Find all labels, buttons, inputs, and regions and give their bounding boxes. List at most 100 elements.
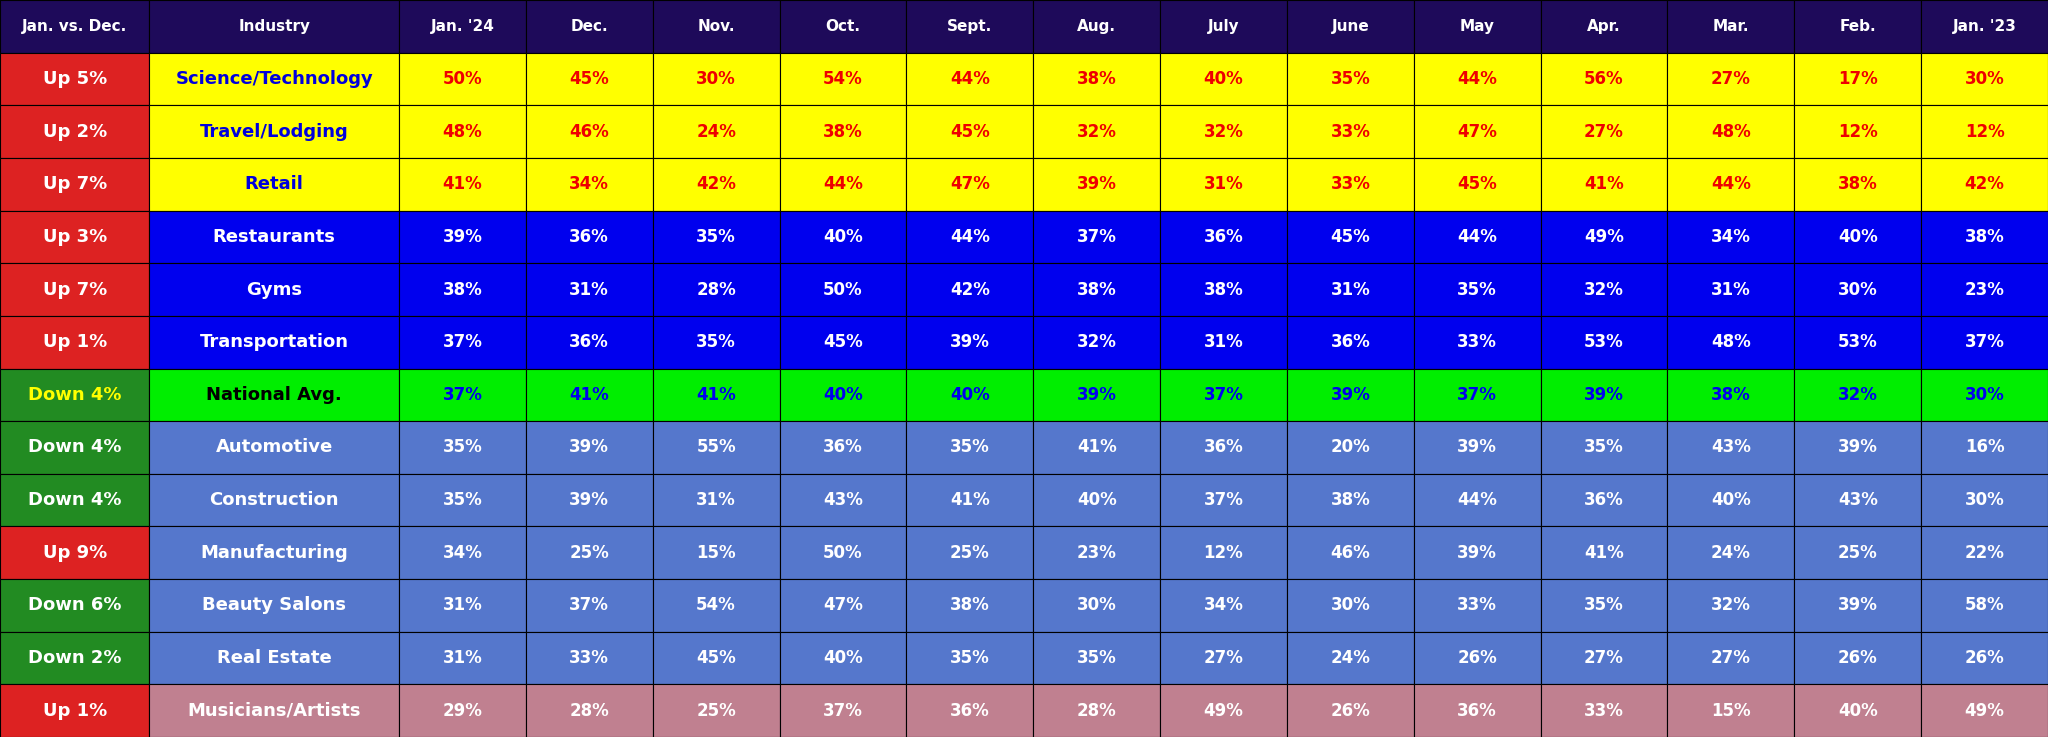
Text: Real Estate: Real Estate	[217, 649, 332, 667]
Text: 45%: 45%	[950, 122, 989, 141]
Bar	[1032, 52, 1159, 105]
Text: 40%: 40%	[1077, 491, 1116, 509]
Bar	[526, 368, 653, 421]
Text: 37%: 37%	[1964, 333, 2005, 351]
Text: 38%: 38%	[1964, 228, 2005, 246]
Text: 40%: 40%	[823, 228, 862, 246]
Text: 47%: 47%	[823, 596, 862, 615]
Text: 35%: 35%	[442, 439, 481, 456]
Bar	[1794, 211, 1921, 263]
Bar	[0, 368, 150, 421]
Text: Travel/Lodging: Travel/Lodging	[201, 122, 348, 141]
Bar	[150, 52, 399, 105]
Bar	[653, 579, 780, 632]
Text: Down 4%: Down 4%	[29, 386, 121, 404]
Text: 35%: 35%	[950, 649, 989, 667]
Bar	[1413, 368, 1540, 421]
Text: 36%: 36%	[1331, 333, 1370, 351]
Bar	[1159, 474, 1286, 526]
Text: 49%: 49%	[1583, 228, 1624, 246]
Bar	[907, 0, 1032, 52]
Text: 35%: 35%	[1585, 596, 1624, 615]
Text: Up 5%: Up 5%	[43, 70, 106, 88]
Bar	[1921, 158, 2048, 211]
Bar	[399, 579, 526, 632]
Bar	[399, 421, 526, 474]
Bar	[1286, 421, 1413, 474]
Text: 33%: 33%	[1331, 122, 1370, 141]
Text: 39%: 39%	[1458, 544, 1497, 562]
Text: 15%: 15%	[696, 544, 735, 562]
Text: 43%: 43%	[823, 491, 862, 509]
Bar	[1286, 105, 1413, 158]
Bar	[653, 368, 780, 421]
Bar	[907, 474, 1032, 526]
Bar	[1667, 632, 1794, 685]
Bar	[1286, 526, 1413, 579]
Bar	[0, 263, 150, 316]
Bar	[0, 526, 150, 579]
Text: 31%: 31%	[1204, 333, 1243, 351]
Text: 44%: 44%	[1458, 70, 1497, 88]
Text: 39%: 39%	[569, 491, 608, 509]
Bar	[1413, 421, 1540, 474]
Text: 34%: 34%	[442, 544, 483, 562]
Bar	[1413, 316, 1540, 368]
Bar	[780, 474, 907, 526]
Bar	[1921, 474, 2048, 526]
Bar	[653, 421, 780, 474]
Text: Up 7%: Up 7%	[43, 281, 106, 298]
Text: 26%: 26%	[1458, 649, 1497, 667]
Text: 32%: 32%	[1077, 122, 1116, 141]
Text: 34%: 34%	[1204, 596, 1243, 615]
Text: 26%: 26%	[1837, 649, 1878, 667]
Text: 48%: 48%	[1710, 333, 1751, 351]
Bar	[1159, 368, 1286, 421]
Text: Restaurants: Restaurants	[213, 228, 336, 246]
Text: 38%: 38%	[1077, 70, 1116, 88]
Text: Automotive: Automotive	[215, 439, 332, 456]
Bar	[1286, 0, 1413, 52]
Bar	[907, 158, 1032, 211]
Text: Apr.: Apr.	[1587, 19, 1620, 34]
Bar	[1413, 105, 1540, 158]
Text: 39%: 39%	[569, 439, 608, 456]
Text: 36%: 36%	[1204, 439, 1243, 456]
Bar	[1413, 52, 1540, 105]
Text: 43%: 43%	[1837, 491, 1878, 509]
Text: 44%: 44%	[950, 228, 989, 246]
Bar	[526, 105, 653, 158]
Bar	[1667, 211, 1794, 263]
Bar	[653, 474, 780, 526]
Bar	[653, 526, 780, 579]
Text: Up 2%: Up 2%	[43, 122, 106, 141]
Text: 44%: 44%	[1458, 228, 1497, 246]
Bar	[1540, 421, 1667, 474]
Bar	[907, 526, 1032, 579]
Bar	[526, 0, 653, 52]
Bar	[1032, 316, 1159, 368]
Bar	[150, 158, 399, 211]
Bar	[1159, 632, 1286, 685]
Text: 42%: 42%	[696, 175, 735, 193]
Text: Feb.: Feb.	[1839, 19, 1876, 34]
Bar	[1286, 632, 1413, 685]
Bar	[1032, 579, 1159, 632]
Bar	[780, 685, 907, 737]
Bar	[1159, 105, 1286, 158]
Bar	[1667, 474, 1794, 526]
Text: 40%: 40%	[950, 386, 989, 404]
Bar	[526, 632, 653, 685]
Bar	[399, 158, 526, 211]
Text: 45%: 45%	[823, 333, 862, 351]
Bar	[1794, 316, 1921, 368]
Text: 38%: 38%	[1710, 386, 1751, 404]
Text: 27%: 27%	[1583, 649, 1624, 667]
Bar	[1032, 421, 1159, 474]
Bar	[1667, 579, 1794, 632]
Bar	[1032, 632, 1159, 685]
Bar	[526, 685, 653, 737]
Text: 12%: 12%	[1964, 122, 2005, 141]
Bar	[907, 421, 1032, 474]
Bar	[399, 52, 526, 105]
